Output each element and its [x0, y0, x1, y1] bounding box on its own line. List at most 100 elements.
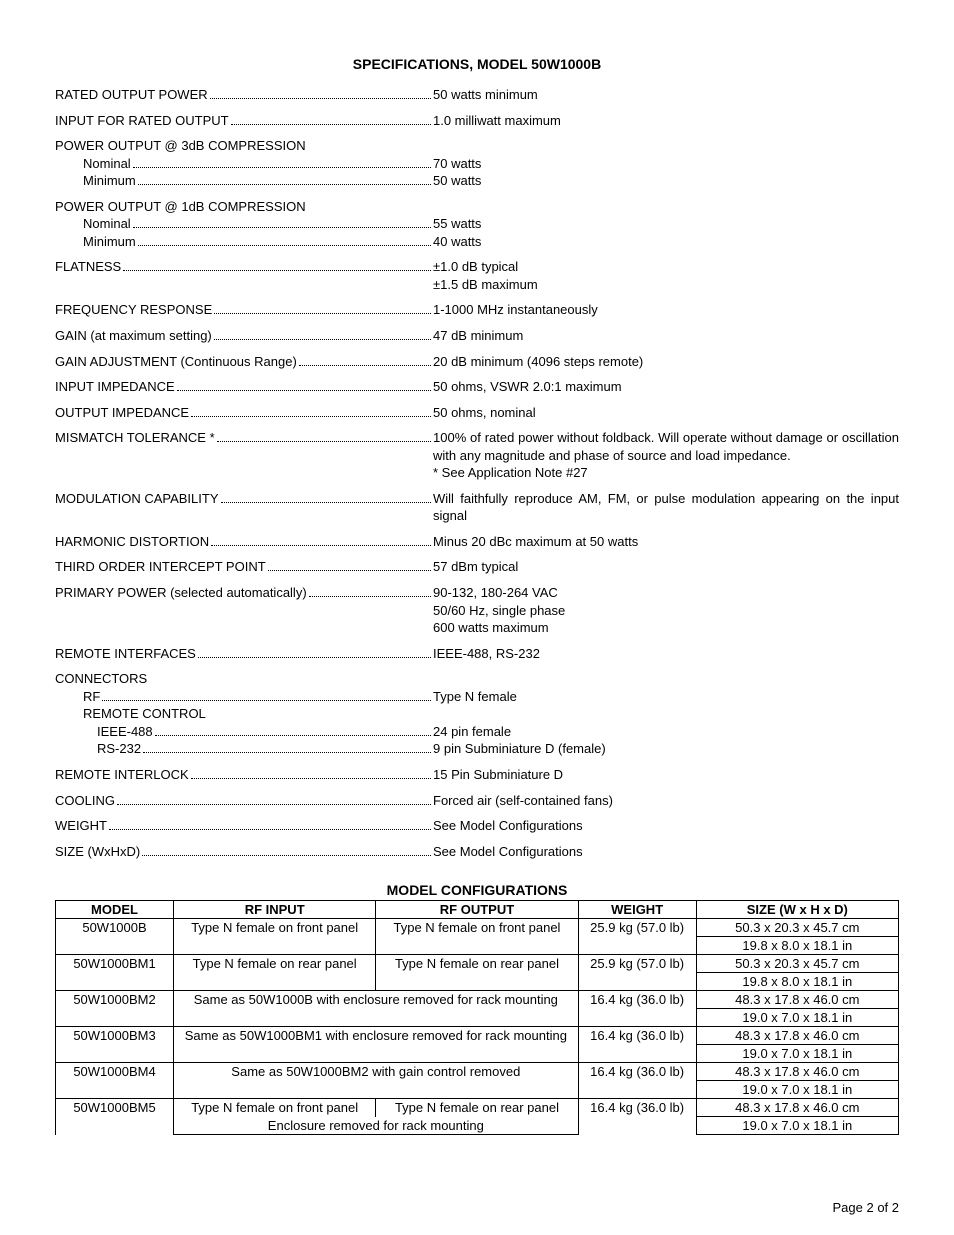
spec-row: WEIGHT See Model Configurations — [55, 817, 899, 835]
spec-value: 50 ohms, VSWR 2.0:1 maximum — [433, 378, 899, 396]
leader-dots — [211, 533, 431, 546]
spec-header: POWER OUTPUT @ 3dB COMPRESSION — [55, 137, 899, 155]
cell-size: 48.3 x 17.8 x 46.0 cm — [696, 1099, 898, 1117]
spec-label: PRIMARY POWER (selected automatically) — [55, 584, 307, 602]
cell-size: 50.3 x 20.3 x 45.7 cm — [696, 919, 898, 937]
spec-label: WEIGHT — [55, 817, 107, 835]
spec-value: Will faithfully reproduce AM, FM, or pul… — [433, 490, 899, 525]
cell-rf-out: Type N female on front panel — [376, 919, 578, 955]
spec-row: SIZE (WxHxD) See Model Configurations — [55, 843, 899, 861]
cell-size: 50.3 x 20.3 x 45.7 cm — [696, 955, 898, 973]
spec-label: SIZE (WxHxD) — [55, 843, 140, 861]
spec-row: COOLING Forced air (self-contained fans) — [55, 792, 899, 810]
cell-size: 19.8 x 8.0 x 18.1 in — [696, 973, 898, 991]
spec-value: 100% of rated power without foldback. Wi… — [433, 429, 899, 464]
cell-note: Enclosure removed for rack mounting — [174, 1117, 579, 1135]
leader-dots — [210, 86, 431, 99]
spec-label: INPUT FOR RATED OUTPUT — [55, 112, 229, 130]
cell-size: 48.3 x 17.8 x 46.0 cm — [696, 1027, 898, 1045]
spec-row: MODULATION CAPABILITY Will faithfully re… — [55, 490, 899, 525]
spec-label: Nominal — [83, 215, 131, 233]
cell-size: 19.8 x 8.0 x 18.1 in — [696, 937, 898, 955]
col-size: SIZE (W x H x D) — [696, 901, 898, 919]
leader-dots — [198, 645, 431, 658]
cell-size: 19.0 x 7.0 x 18.1 in — [696, 1009, 898, 1027]
cell-weight: 16.4 kg (36.0 lb) — [578, 1099, 696, 1135]
spec-value: 15 Pin Subminiature D — [433, 766, 899, 784]
spec-value: 9 pin Subminiature D (female) — [433, 740, 941, 758]
spec-row: PRIMARY POWER (selected automatically) 9… — [55, 584, 899, 637]
leader-dots — [221, 490, 432, 503]
table-row: 50W1000BM4 Same as 50W1000BM2 with gain … — [56, 1063, 899, 1081]
spec-value: 90-132, 180-264 VAC — [433, 584, 899, 602]
spec-value: 50 watts — [433, 172, 927, 190]
spec-label: REMOTE INTERLOCK — [55, 766, 189, 784]
spec-label: RF — [83, 688, 100, 706]
col-rf-input: RF INPUT — [174, 901, 376, 919]
col-model: MODEL — [56, 901, 174, 919]
spec-value: 70 watts — [433, 155, 927, 173]
spec-value: 40 watts — [433, 233, 927, 251]
cell-weight: 25.9 kg (57.0 lb) — [578, 955, 696, 991]
spec-row: FLATNESS ±1.0 dB typical ±1.5 dB maximum — [55, 258, 899, 293]
cell-weight: 16.4 kg (36.0 lb) — [578, 1063, 696, 1099]
leader-dots — [133, 155, 431, 168]
spec-row: GAIN (at maximum setting) 47 dB minimum — [55, 327, 899, 345]
cell-weight: 16.4 kg (36.0 lb) — [578, 1027, 696, 1063]
model-configurations-table: MODEL RF INPUT RF OUTPUT WEIGHT SIZE (W … — [55, 900, 899, 1135]
leader-dots — [309, 584, 431, 597]
leader-dots — [231, 112, 431, 125]
spec-value: 1.0 milliwatt maximum — [433, 112, 899, 130]
spec-header: POWER OUTPUT @ 1dB COMPRESSION — [55, 198, 899, 216]
leader-dots — [123, 259, 431, 272]
spec-row: MISMATCH TOLERANCE * 100% of rated power… — [55, 429, 899, 482]
spec-row: THIRD ORDER INTERCEPT POINT 57 dBm typic… — [55, 558, 899, 576]
table-row: Enclosure removed for rack mounting 19.0… — [56, 1117, 899, 1135]
cell-note: Same as 50W1000B with enclosure removed … — [174, 991, 579, 1027]
spec-row: RATED OUTPUT POWER 50 watts minimum — [55, 86, 899, 104]
spec-value-cont: 600 watts maximum — [55, 619, 899, 637]
spec-value: 50 ohms, nominal — [433, 404, 899, 422]
spec-header: CONNECTORS — [55, 670, 899, 688]
spec-row: HARMONIC DISTORTION Minus 20 dBc maximum… — [55, 533, 899, 551]
spec-row: OUTPUT IMPEDANCE 50 ohms, nominal — [55, 404, 899, 422]
leader-dots — [299, 353, 431, 366]
table-row: 50W1000BM3 Same as 50W1000BM1 with enclo… — [56, 1027, 899, 1045]
cell-model: 50W1000B — [56, 919, 174, 955]
spec-label: HARMONIC DISTORTION — [55, 533, 209, 551]
spec-value: 55 watts — [433, 215, 927, 233]
spec-value-cont: ±1.5 dB maximum — [55, 276, 899, 294]
leader-dots — [133, 216, 431, 229]
leader-dots — [191, 766, 431, 779]
leader-dots — [268, 559, 431, 572]
page: SPECIFICATIONS, MODEL 50W1000B RATED OUT… — [0, 0, 954, 1235]
cell-size: 48.3 x 17.8 x 46.0 cm — [696, 1063, 898, 1081]
spec-value-cont: 50/60 Hz, single phase — [55, 602, 899, 620]
spec-value: IEEE-488, RS-232 — [433, 645, 899, 663]
leader-dots — [102, 688, 431, 701]
leader-dots — [117, 792, 431, 805]
cell-size: 19.0 x 7.0 x 18.1 in — [696, 1081, 898, 1099]
spec-value: 50 watts minimum — [433, 86, 899, 104]
leader-dots — [214, 327, 431, 340]
cell-model: 50W1000BM5 — [56, 1099, 174, 1135]
cell-model: 50W1000BM2 — [56, 991, 174, 1027]
table-title: MODEL CONFIGURATIONS — [55, 882, 899, 898]
cell-size: 19.0 x 7.0 x 18.1 in — [696, 1117, 898, 1135]
spec-value: 24 pin female — [433, 723, 941, 741]
leader-dots — [142, 843, 431, 856]
spec-group: POWER OUTPUT @ 3dB COMPRESSION Nominal 7… — [55, 137, 899, 190]
col-weight: WEIGHT — [578, 901, 696, 919]
spec-label: Minimum — [83, 233, 136, 251]
table-row: 50W1000BM5 Type N female on front panel … — [56, 1099, 899, 1117]
spec-label: MISMATCH TOLERANCE * — [55, 429, 215, 447]
spec-label: RATED OUTPUT POWER — [55, 86, 208, 104]
cell-rf-in: Type N female on rear panel — [174, 955, 376, 991]
spec-row: GAIN ADJUSTMENT (Continuous Range) 20 dB… — [55, 353, 899, 371]
leader-dots — [138, 233, 431, 246]
spec-label: GAIN ADJUSTMENT (Continuous Range) — [55, 353, 297, 371]
spec-row: INPUT FOR RATED OUTPUT 1.0 milliwatt max… — [55, 112, 899, 130]
spec-row: REMOTE INTERLOCK 15 Pin Subminiature D — [55, 766, 899, 784]
spec-row: REMOTE INTERFACES IEEE-488, RS-232 — [55, 645, 899, 663]
spec-row: FREQUENCY RESPONSE 1-1000 MHz instantane… — [55, 301, 899, 319]
